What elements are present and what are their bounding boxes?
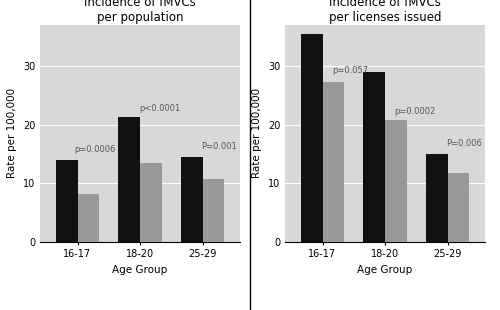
- Text: P=0.001: P=0.001: [201, 142, 237, 151]
- Bar: [426, 154, 448, 242]
- Bar: [140, 163, 162, 242]
- Bar: [202, 179, 224, 242]
- Title: Incidence of fMVCs
per population: Incidence of fMVCs per population: [84, 0, 196, 24]
- Bar: [300, 33, 322, 242]
- Legend: Pre-law, Post-Law: Pre-law, Post-Law: [87, 307, 193, 310]
- Text: p=0.0006: p=0.0006: [74, 145, 116, 154]
- X-axis label: Age Group: Age Group: [112, 265, 168, 275]
- Title: Incidence of fMVCs
per licenses issued: Incidence of fMVCs per licenses issued: [329, 0, 442, 24]
- X-axis label: Age Group: Age Group: [358, 265, 412, 275]
- Bar: [78, 194, 100, 242]
- Bar: [363, 72, 385, 242]
- Bar: [180, 157, 203, 242]
- Y-axis label: Rate per 100,000: Rate per 100,000: [252, 88, 262, 178]
- Y-axis label: Rate per 100,000: Rate per 100,000: [7, 88, 17, 178]
- Bar: [118, 117, 140, 242]
- Bar: [322, 82, 344, 242]
- Legend: Pre-law, Post-Law: Pre-law, Post-Law: [332, 307, 438, 310]
- Bar: [448, 173, 469, 242]
- Bar: [56, 160, 78, 242]
- Bar: [385, 120, 407, 242]
- Text: p=0.057: p=0.057: [332, 66, 368, 75]
- Text: P=0.006: P=0.006: [446, 139, 482, 148]
- Text: p=0.0002: p=0.0002: [394, 107, 436, 116]
- Text: p<0.0001: p<0.0001: [139, 104, 180, 113]
